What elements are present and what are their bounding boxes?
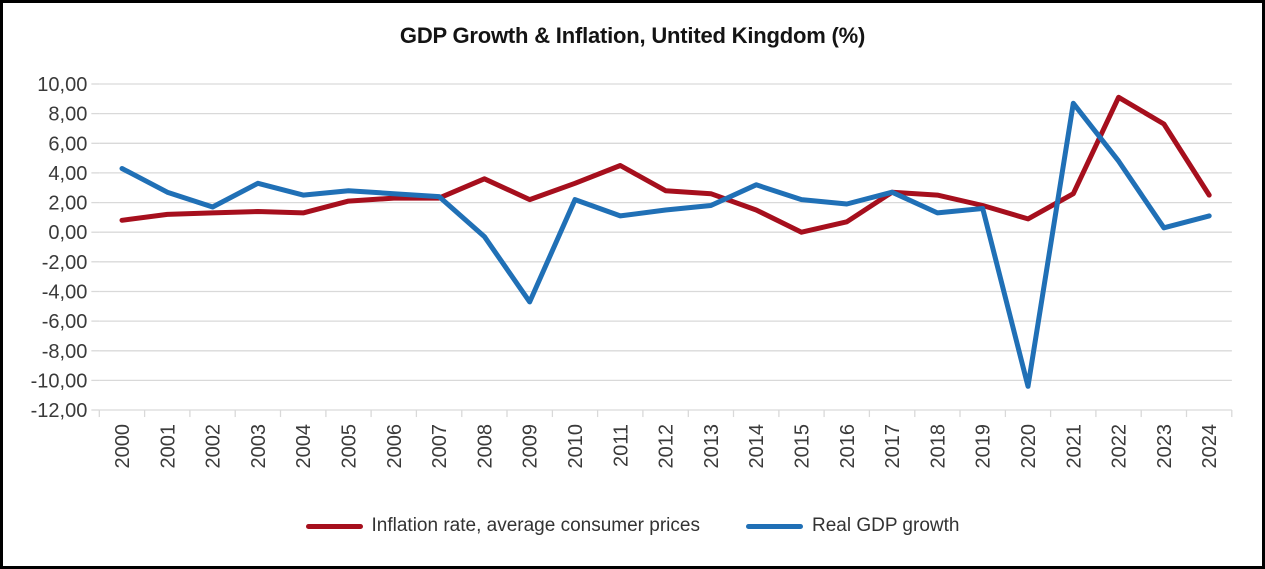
series-line-gdp [119, 100, 1212, 389]
y-axis-tick-label: 6,00 [48, 133, 87, 155]
x-axis-tick-label: 2003 [248, 424, 270, 469]
x-axis-tick-label: 2006 [384, 424, 406, 469]
x-axis-tick-label: 2011 [610, 424, 632, 467]
x-axis-tick-label: 2019 [973, 424, 995, 469]
x-axis-tick-label: 2002 [203, 424, 225, 469]
y-axis-tick-label: 10,00 [37, 74, 87, 96]
y-axis-tick-label: -2,00 [42, 252, 88, 274]
x-axis-tick-label: 2015 [792, 424, 814, 469]
y-axis-tick-label: -10,00 [31, 370, 88, 392]
x-axis-tick-label: 2012 [656, 424, 678, 469]
chart-title: GDP Growth & Inflation, Untited Kingdom … [399, 23, 866, 48]
x-axis-tick-label: 2020 [1018, 424, 1040, 469]
legend-item-inflation: Inflation rate, average consumer prices [305, 515, 700, 537]
legend-label-gdp: Real GDP growth [811, 515, 960, 536]
x-axis-tick-label: 2007 [429, 424, 451, 469]
x-axis-tick-label: 2000 [112, 424, 134, 469]
chart-canvas: 10,00 8,00 6,00 4,00 2,00 0,00 -2,00 -4,00 -6,00… [31, 74, 1233, 469]
x-axis-tick-label: 2018 [927, 424, 949, 469]
x-axis-tick-label: 2005 [339, 424, 361, 469]
x-axis-tick-label: 2014 [746, 424, 768, 469]
legend: Inflation rate, average consumer prices … [3, 515, 1262, 537]
legend-swatch-gdp-icon [745, 523, 803, 529]
x-axis-tick-label: 2010 [565, 424, 587, 469]
y-axis-tick-label: 0,00 [48, 222, 87, 244]
y-axis-tick-label: 4,00 [48, 163, 87, 185]
y-axis-tick-label: -8,00 [42, 341, 88, 363]
y-axis-tick-label: -6,00 [42, 311, 88, 333]
x-axis-tick-label: 2017 [882, 424, 904, 469]
y-axis-tick-label: -4,00 [42, 282, 88, 304]
legend-label-inflation: Inflation rate, average consumer prices [371, 515, 700, 536]
x-axis-tick-label: 2024 [1199, 424, 1221, 469]
x-axis-tick-label: 2021 [1063, 424, 1085, 469]
x-axis-tick-label: 2016 [837, 424, 859, 469]
y-axis-tick-label: 8,00 [48, 104, 87, 126]
y-axis-tick-label: 2,00 [48, 193, 87, 215]
x-axis-tick-label: 2008 [474, 424, 496, 469]
x-axis-tick-label: 2013 [701, 424, 723, 469]
legend-swatch-inflation-icon [305, 523, 363, 529]
x-axis-tick-label: 2023 [1154, 424, 1176, 469]
x-axis-tick-label: 2022 [1109, 424, 1131, 469]
x-axis-tick-label: 2001 [157, 424, 179, 469]
series-line-inflation [119, 94, 1212, 235]
x-axis-tick-label: 2004 [293, 424, 315, 469]
y-axis-tick-label: -12,00 [31, 400, 88, 422]
x-axis-tick-label: 2009 [520, 424, 542, 469]
legend-item-gdp: Real GDP growth [745, 515, 960, 537]
